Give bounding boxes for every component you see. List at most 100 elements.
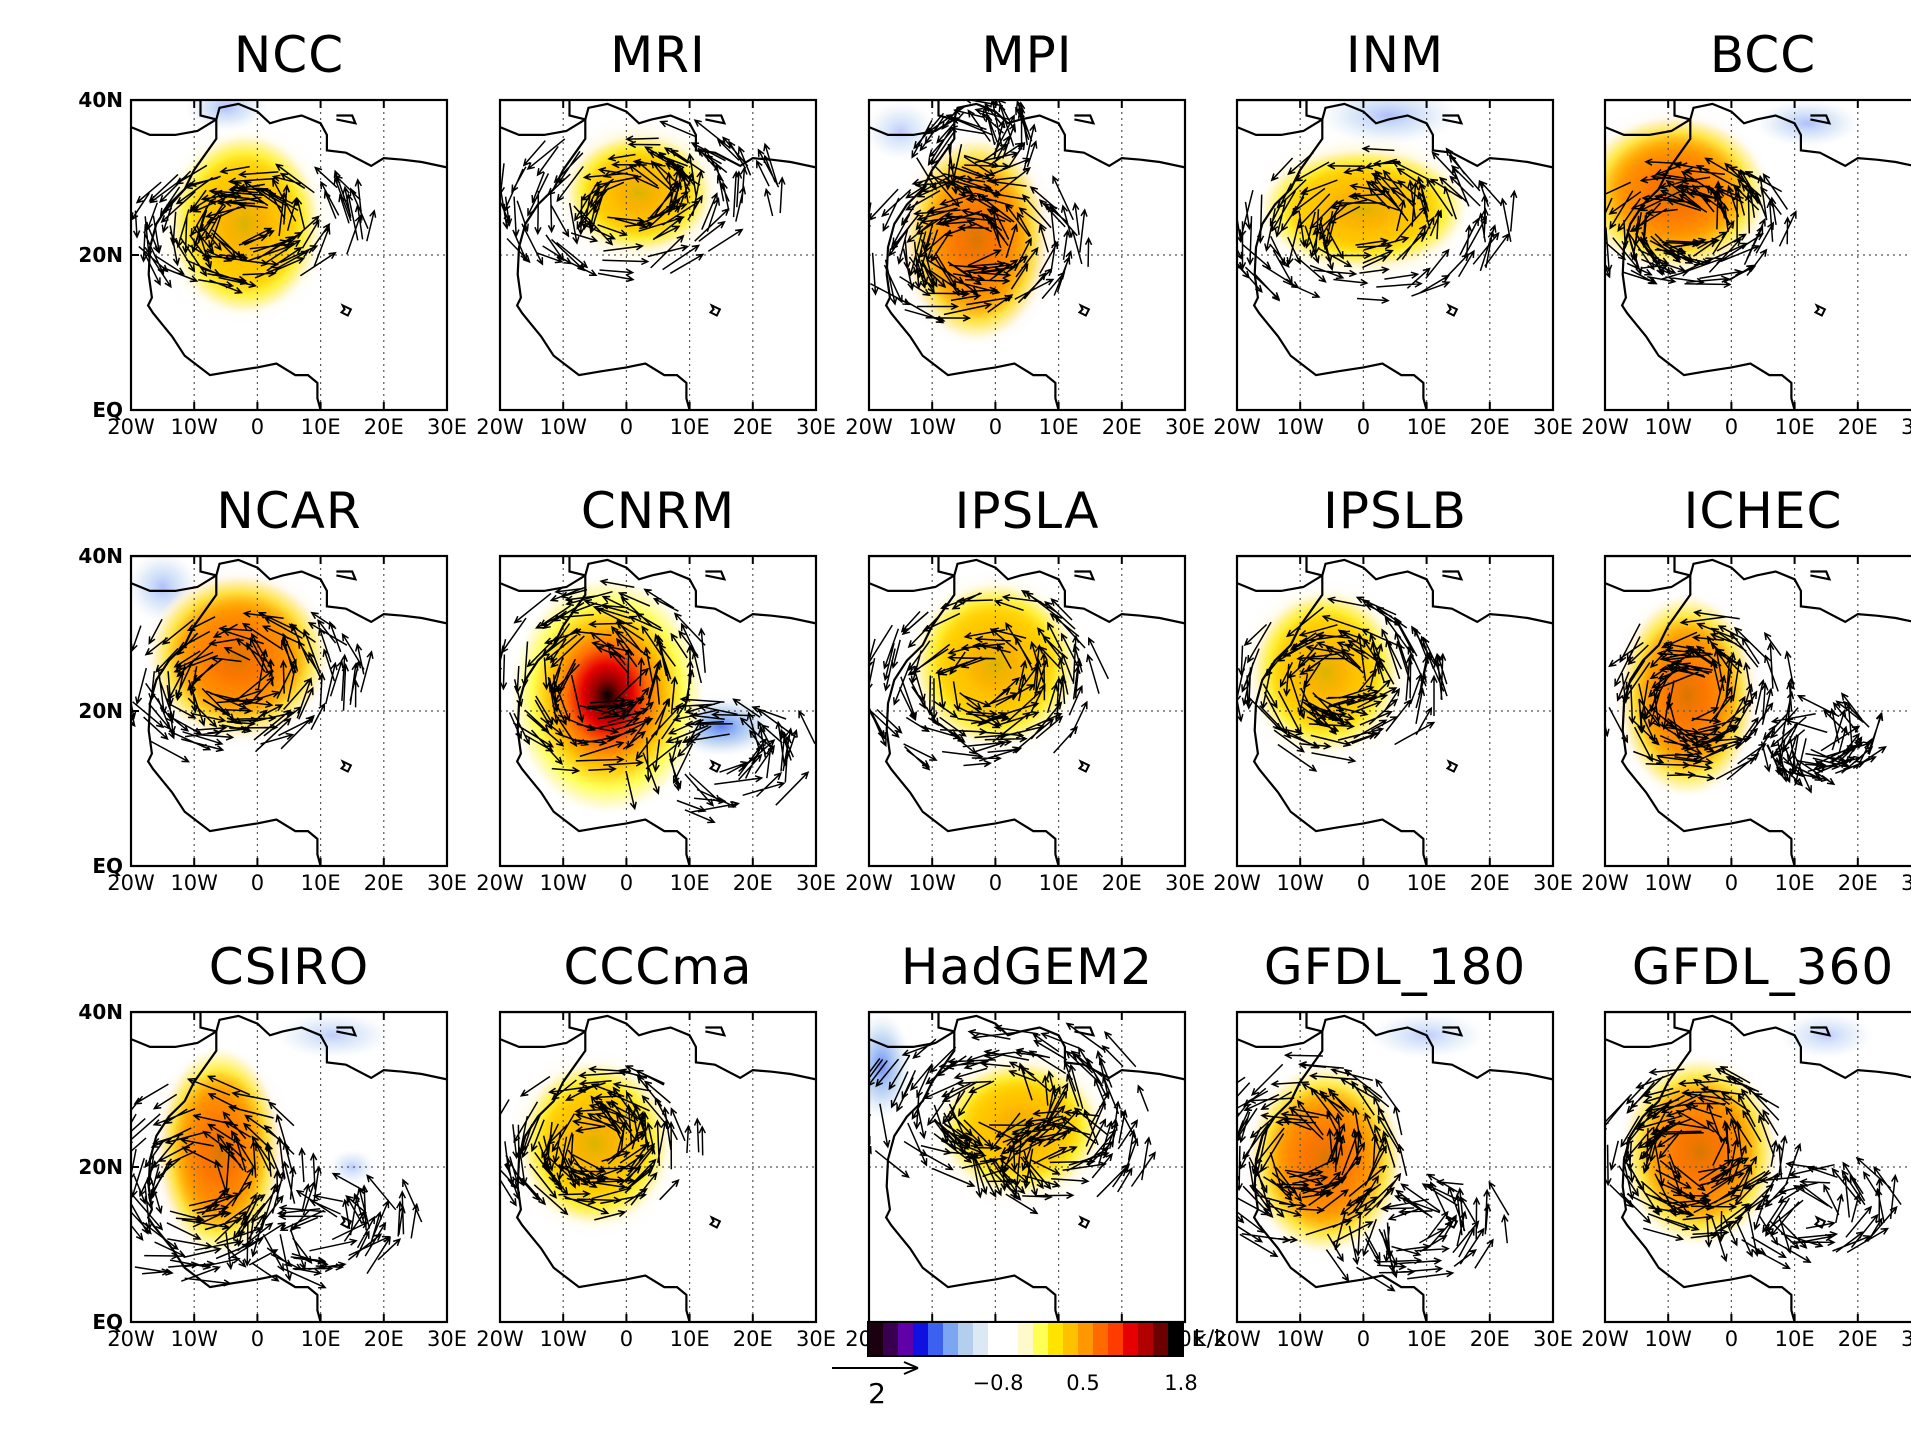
lon-tick-label: 10W [1644,415,1692,439]
map-area [1605,1012,1911,1322]
coastline [1237,556,1323,577]
colorbar-swatch [988,1322,1004,1356]
coastline [1074,1026,1096,1037]
reference-vector-label: 2 [868,1377,886,1410]
wind-vectors [1605,609,1887,794]
lat-tick-label: 40N [78,1000,123,1024]
colorbar-swatch [1018,1322,1034,1356]
coastline [884,119,1060,410]
colorbar-swatch [913,1322,929,1356]
lon-tick-label: 0 [620,1327,633,1351]
lon-tick-label: 0 [989,415,1002,439]
lon-tick-label: 20W [1213,871,1261,895]
coastline [1620,119,1796,410]
panel-title: CCCma [563,938,752,996]
lat-tick-label: EQ [92,1310,123,1334]
map-frame [1603,1010,1911,1324]
coastline [515,1031,691,1322]
wind-arrows [1237,1051,1510,1292]
lon-tick-label: 30E [796,415,836,439]
coastline [1605,558,1911,624]
wind-vectors [1605,157,1797,289]
map-panel: ICHEC 20W 10W 0 10E 20E 30E [1581,482,1911,895]
wind-arrows [500,119,786,283]
lon-tick-label: 20E [364,1327,404,1351]
lon-tick-label: 10E [301,415,341,439]
lake-chad [1077,1215,1091,1229]
colorbar-swatch [1168,1322,1184,1356]
map-panel: NCAR 20W 10W 0 10E 20E 30E EQ 20N 40N [78,482,467,895]
lon-tick-label: 10E [1407,871,1447,895]
lon-tick-label: 0 [1357,1327,1370,1351]
lat-tick-label: 40N [78,544,123,568]
lon-tick-label: 20E [733,871,773,895]
map-panel: MRI 20W 10W 0 10E 20E 30E [476,26,836,439]
coastline [1237,1012,1323,1033]
wind-arrows [500,1065,706,1221]
lon-tick-label: 0 [620,871,633,895]
panel-title: GFDL_180 [1264,938,1526,996]
map-area [131,1012,447,1322]
lon-tick-label: 30E [796,871,836,895]
coastline [705,114,727,125]
coastline [705,1026,727,1037]
warm-anomaly-core [173,597,304,717]
wind-arrows [1237,145,1518,304]
lon-tick-label: 10W [539,871,587,895]
lon-tick-label: 10E [670,415,710,439]
coastline [500,556,586,577]
map-panel: GFDL_360 20W 10W 0 10E 20E 30E [1581,938,1911,1351]
map-panel: IPSLA 20W 10W 0 10E 20E 30E [845,482,1205,895]
lat-tick-label: 20N [78,699,123,723]
lon-tick-label: 10E [670,1327,710,1351]
colorbar-frame [867,1321,1184,1357]
lon-tick-label: 0 [251,871,264,895]
coastline [1442,1026,1464,1037]
coastline [1810,1026,1832,1037]
lon-tick-label: 0 [1357,415,1370,439]
coastline [869,556,955,577]
warm-anomaly-core [958,1077,1084,1180]
wind-arrows [131,163,377,294]
map-frame [867,98,1187,412]
colorbar-swatches [868,1322,1184,1356]
wind-vectors [869,100,1093,324]
colorbar-swatch [1063,1322,1079,1356]
map-frame [498,554,818,868]
map-area [500,1012,816,1322]
map-panel: NCC 20W 10W 0 10E 20E 30E EQ 20N 40N [78,26,467,439]
colorbar-swatch [1153,1322,1169,1356]
map-panel: GFDL_180 20W 10W 0 10E 20E 30E [1213,938,1573,1351]
coastline [1620,575,1796,866]
panel-title: CNRM [581,482,735,540]
coastline [500,558,816,625]
lon-tick-label: 10W [1276,871,1324,895]
map-frame [498,98,818,412]
lon-tick-label: 20E [1838,871,1878,895]
wind-arrows [869,1022,1156,1215]
cold-anomaly [1316,100,1461,146]
coastline [1442,570,1464,581]
wind-vectors [131,1075,423,1289]
colorbar-tick-label: 1.8 [1164,1371,1197,1395]
coastline [1074,114,1096,125]
wind-vectors [500,1065,706,1221]
warm-anomaly-core [537,1080,652,1207]
lake-chad [1077,303,1091,317]
wind-arrows [131,610,374,763]
map-area [500,100,816,410]
coastline [1442,114,1464,125]
coastline [1810,114,1832,125]
coastline [869,100,955,121]
lat-tick-label: 20N [78,1155,123,1179]
lon-tick-label: 10E [301,871,341,895]
lake-chad [1813,303,1827,317]
wind-arrows [1605,157,1797,289]
lon-tick-label: 30E [796,1327,836,1351]
lake-chad [1077,759,1091,773]
lon-tick-label: 20W [845,871,893,895]
lon-tick-label: 20W [1213,415,1261,439]
cold-anomaly [183,100,268,132]
wind-vectors [500,578,816,824]
coastline [1810,570,1832,581]
